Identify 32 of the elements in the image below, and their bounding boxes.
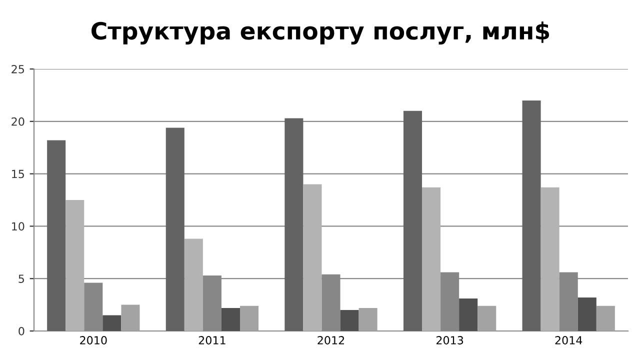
bar: [422, 187, 441, 331]
y-tick-label: 10: [12, 222, 24, 231]
y-tick-label: 20: [12, 117, 24, 126]
y-tick-label: 15: [12, 170, 24, 178]
chart-title: Структура експорту послуг, млн$: [92, 21, 550, 45]
bar: [522, 100, 541, 331]
x-tick-label: 2014: [555, 336, 582, 344]
bar: [66, 200, 84, 331]
bar: [221, 308, 240, 331]
y-tick-label: 0: [18, 326, 24, 336]
bar: [284, 118, 304, 331]
bar: [184, 238, 203, 331]
bar: [459, 298, 478, 331]
bar: [340, 310, 359, 331]
x-tick-label: 2012: [318, 336, 344, 344]
bar: [578, 297, 596, 331]
x-tick-label: 2011: [198, 336, 226, 344]
bar: [303, 184, 322, 331]
bar: [478, 306, 496, 331]
y-tick-label: 25: [12, 64, 24, 74]
x-tick-label: 2010: [80, 336, 107, 344]
bar: [47, 140, 66, 331]
y-tick-label: 5: [18, 274, 24, 283]
bar: [102, 315, 122, 331]
bar: [166, 128, 184, 331]
bar: [403, 110, 422, 331]
x-tick-label: 2013: [436, 336, 464, 344]
bar: [358, 308, 378, 331]
bar: [596, 306, 615, 331]
bar: [240, 306, 259, 331]
bar: [540, 187, 560, 331]
bar: [121, 304, 140, 331]
